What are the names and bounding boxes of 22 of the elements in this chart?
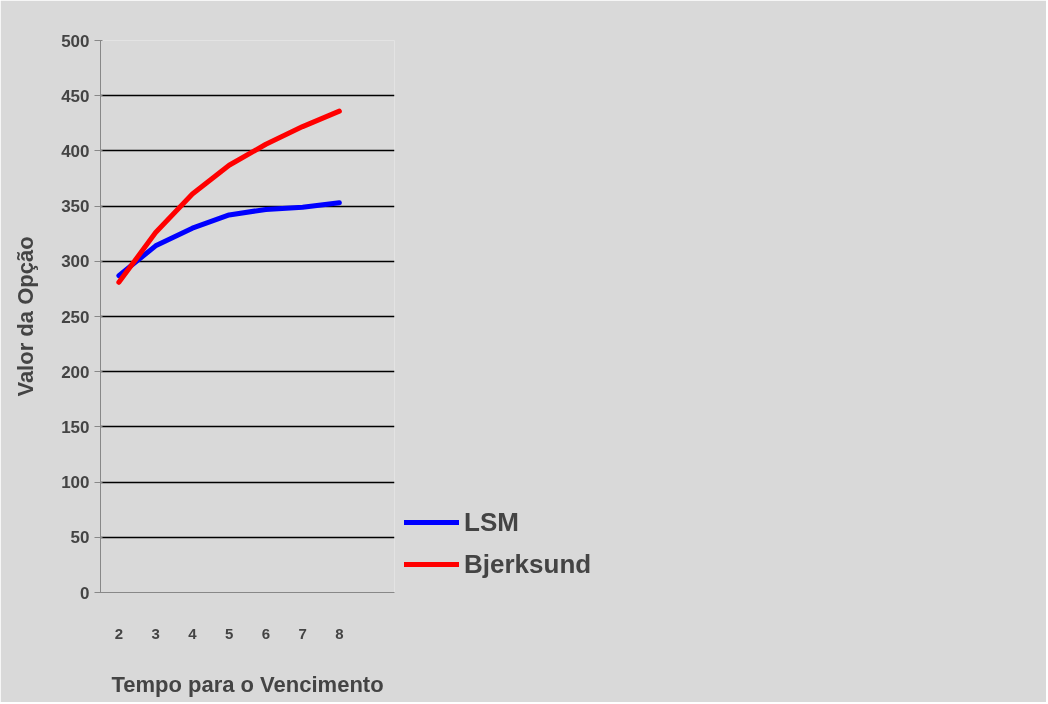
y-tick-label: 400 <box>61 141 90 161</box>
x-tick-label: 5 <box>224 624 234 642</box>
y-tick-label: 500 <box>61 31 90 51</box>
y-tick-label: 50 <box>70 528 90 548</box>
y-tick-label: 0 <box>80 583 90 603</box>
legend-label: Bjerksund <box>464 547 592 581</box>
legend-label: LSM <box>464 505 519 539</box>
x-tick-label: 3 <box>151 624 160 642</box>
x-tick-label: 2 <box>114 624 124 642</box>
x-tick-label: 4 <box>188 624 198 642</box>
y-tick-label: 350 <box>61 197 90 217</box>
x-axis-title: Tempo para o Vencimento <box>111 671 384 697</box>
y-tick-label: 100 <box>61 473 90 493</box>
y-tick-label: 300 <box>61 252 90 272</box>
y-tick-label: 150 <box>61 417 90 437</box>
x-tick-label: 8 <box>335 624 344 642</box>
y-tick-label: 450 <box>61 86 90 106</box>
y-tick-label: 250 <box>61 307 90 327</box>
y-tick-label: 200 <box>61 362 90 382</box>
y-axis-title: Valor da Opção <box>13 236 39 397</box>
x-tick-label: 7 <box>298 624 307 642</box>
x-tick-label: 6 <box>261 624 271 642</box>
